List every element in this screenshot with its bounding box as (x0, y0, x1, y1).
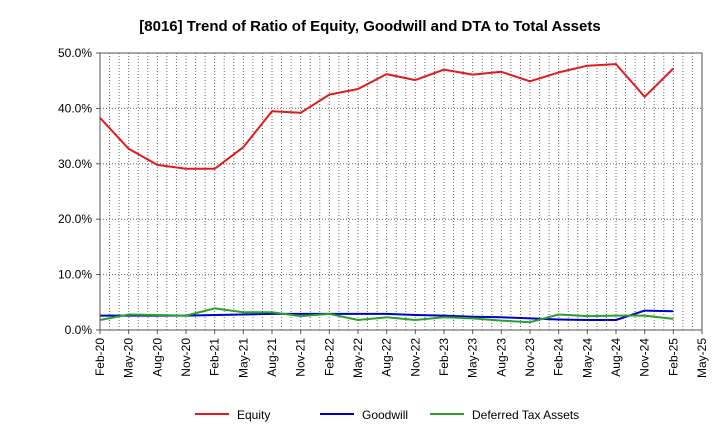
x-tick-label: Feb-25 (666, 338, 680, 376)
legend-item-goodwill: Goodwill (320, 408, 408, 422)
legend-label: Goodwill (362, 408, 408, 422)
x-tick-label: Feb-20 (93, 338, 107, 376)
x-tick-label: Nov-24 (638, 338, 652, 377)
y-tick-label: 20.0% (58, 212, 92, 226)
y-tick-label: 0.0% (65, 323, 93, 337)
legend-label: Equity (237, 408, 270, 422)
x-tick-label: May-25 (695, 338, 709, 378)
plot-area-frame (99, 52, 703, 331)
legend-item-deferred-tax-assets: Deferred Tax Assets (430, 408, 579, 422)
x-tick-label: Feb-24 (552, 338, 566, 376)
x-tick-label: Aug-23 (494, 338, 508, 377)
series-line-goodwill (100, 309, 674, 321)
y-tick-label: 10.0% (58, 268, 92, 282)
x-tick-label: May-21 (236, 338, 250, 378)
x-axis: Feb-20 May-20 Aug-20 Nov-20 Feb-21 May-21 Aug-… (93, 330, 709, 378)
x-tick-label: Feb-23 (437, 338, 451, 376)
x-tick-label: May-23 (466, 338, 480, 378)
x-tick-label: Nov-21 (294, 338, 308, 377)
legend: Equity Goodwill Deferred Tax Assets (195, 408, 579, 422)
x-tick-label: May-20 (122, 338, 136, 378)
x-tick-label: Aug-24 (609, 338, 623, 377)
y-axis: 0.0% 10.0% 20.0% 30.0% 40.0% 50.0% (58, 46, 100, 337)
y-tick-label: 30.0% (58, 157, 92, 171)
series-line-deferred-tax-assets (99, 307, 674, 324)
x-tick-label: Aug-21 (265, 338, 279, 377)
grid-lines (99, 52, 703, 331)
legend-label: Deferred Tax Assets (472, 408, 579, 422)
series-lines (99, 63, 675, 324)
legend-item-equity: Equity (195, 408, 270, 422)
x-tick-label: Feb-21 (208, 338, 222, 376)
x-tick-label: Aug-22 (380, 338, 394, 377)
y-tick-label: 50.0% (58, 46, 92, 60)
series-line-equity (99, 63, 675, 170)
x-tick-label: Aug-20 (150, 338, 164, 377)
x-tick-label: Feb-22 (322, 338, 336, 376)
x-tick-label: May-24 (580, 338, 594, 378)
y-tick-label: 40.0% (58, 101, 92, 115)
x-tick-label: Nov-22 (408, 338, 422, 377)
chart-title: [8016] Trend of Ratio of Equity, Goodwil… (139, 18, 600, 35)
x-tick-label: Nov-23 (523, 338, 537, 377)
x-tick-label: May-22 (351, 338, 365, 378)
x-tick-label: Nov-20 (179, 338, 193, 377)
